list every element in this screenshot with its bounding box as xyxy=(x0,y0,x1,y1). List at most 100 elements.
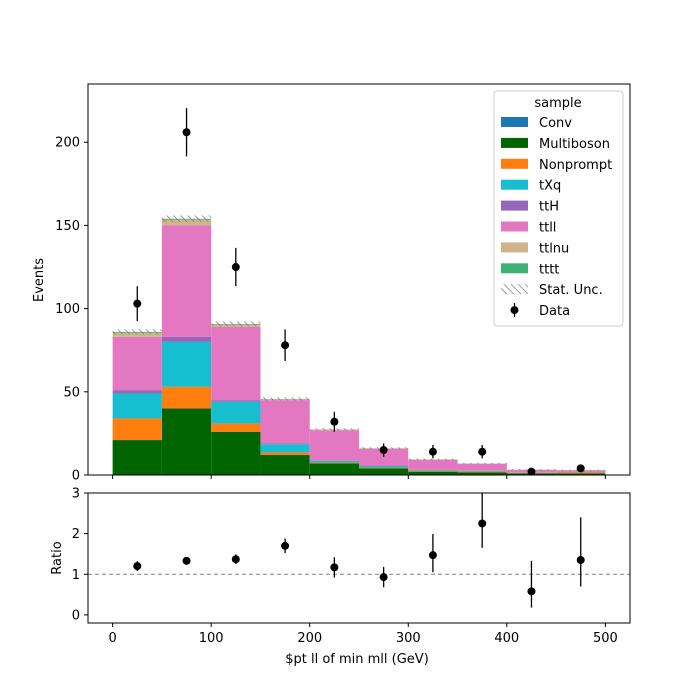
ratio-point-5 xyxy=(379,573,388,582)
bar-nonprompt-bin-9 xyxy=(556,472,606,474)
bar-ttll-bin-5 xyxy=(359,448,409,466)
legend-swatch-ttll xyxy=(501,221,528,232)
bar-multiboson-bin-4 xyxy=(309,463,359,475)
data-point-5 xyxy=(379,446,388,455)
bar-tth-bin-2 xyxy=(211,400,261,402)
stat-unc-band-bin-0 xyxy=(112,329,162,335)
bar-multiboson-bin-7 xyxy=(457,472,507,475)
main-y-tick-label-200: 200 xyxy=(55,136,80,151)
bar-nonprompt-bin-7 xyxy=(457,471,507,473)
main-x-ticks xyxy=(112,475,606,479)
bar-txq-bin-1 xyxy=(161,341,212,387)
ratio-point-3 xyxy=(281,541,290,550)
stat-unc-band-bin-6 xyxy=(408,458,458,461)
bar-nonprompt-bin-6 xyxy=(408,470,458,472)
legend-entry-conv: Conv xyxy=(501,116,572,131)
legend-entry-tttt: tttt xyxy=(501,262,559,277)
ratio-x-tick-label-300: 300 xyxy=(396,631,421,646)
bar-tth-bin-0 xyxy=(112,390,162,394)
data-point-1 xyxy=(182,128,191,137)
x-axis-label: $pt ll of min mll (GeV) xyxy=(285,652,429,667)
legend-label-stat-unc: Stat. Unc. xyxy=(539,283,603,298)
main-y-tick-label-50: 50 xyxy=(63,385,80,400)
bar-nonprompt-bin-2 xyxy=(211,423,261,432)
data-point-0 xyxy=(133,299,142,308)
ratio-point-0 xyxy=(133,562,142,571)
main-y-tick-label-0: 0 xyxy=(72,469,80,484)
legend-label-txq: tXq xyxy=(539,179,561,194)
legend-swatch-ttlnu xyxy=(501,242,528,253)
legend-entry-txq: tXq xyxy=(501,179,561,194)
ratio-point-9 xyxy=(576,556,585,565)
data-point-4 xyxy=(330,417,339,426)
ratio-x-tick-label-500: 500 xyxy=(593,631,618,646)
bar-ttll-bin-6 xyxy=(408,459,458,470)
stack-bars xyxy=(112,218,606,475)
ratio-x-tick-label-200: 200 xyxy=(297,631,322,646)
ratio-y-tick-label-3: 3 xyxy=(72,487,80,502)
ratio-point-7 xyxy=(478,519,487,528)
legend-entry-nonprompt: Nonprompt xyxy=(501,158,612,173)
bar-ttll-bin-2 xyxy=(211,326,261,401)
bar-nonprompt-bin-1 xyxy=(161,386,212,409)
ratio-y-tick-label-1: 1 xyxy=(72,568,80,583)
main-y-label: Events xyxy=(32,258,47,302)
bar-txq-bin-6 xyxy=(408,470,458,471)
bar-ttll-bin-7 xyxy=(457,464,507,471)
legend-swatch-stat-unc xyxy=(501,284,528,295)
legend: sample Conv Multiboson Nonprompt tXq ttH ttll… xyxy=(493,90,624,327)
ratio-points xyxy=(133,493,585,608)
ratio-point-4 xyxy=(330,563,339,572)
data-points xyxy=(133,108,585,476)
bar-nonprompt-bin-3 xyxy=(260,452,310,456)
bar-txq-bin-5 xyxy=(359,465,409,468)
stat-unc-band-bin-2 xyxy=(211,321,261,327)
ratio-y-label: Ratio xyxy=(50,541,65,574)
legend-entry-stat-unc: Stat. Unc. xyxy=(501,283,603,298)
bar-txq-bin-0 xyxy=(112,393,162,419)
bar-ttll-bin-0 xyxy=(112,336,162,391)
ratio-point-8 xyxy=(527,587,536,596)
bar-tth-bin-3 xyxy=(260,443,310,445)
legend-entry-ttlnu: ttlnu xyxy=(501,241,569,256)
main-frame xyxy=(87,83,631,476)
bar-multiboson-bin-3 xyxy=(260,455,310,475)
ratio-x-tick-label-400: 400 xyxy=(494,631,519,646)
legend-label-ttll: ttll xyxy=(539,221,556,236)
legend-swatch-tttt xyxy=(501,263,528,274)
bar-nonprompt-bin-5 xyxy=(359,467,409,469)
data-point-7 xyxy=(478,447,487,456)
data-point-6 xyxy=(428,447,437,456)
ratio-point-6 xyxy=(428,551,437,560)
bar-nonprompt-bin-4 xyxy=(309,462,359,464)
legend-swatch-multiboson xyxy=(501,137,528,148)
main-y-tick-label-150: 150 xyxy=(55,219,80,234)
bar-ttll-bin-3 xyxy=(260,400,310,444)
bar-nonprompt-bin-0 xyxy=(112,418,162,441)
bar-txq-bin-2 xyxy=(211,401,261,424)
legend-entry-tth: ttH xyxy=(501,200,559,215)
bar-multiboson-bin-5 xyxy=(359,468,409,475)
ratio-y-ticks: 0 1 2 3 xyxy=(72,487,88,623)
legend-label-tth: ttH xyxy=(539,200,559,215)
legend-label-tttt: tttt xyxy=(539,262,559,277)
legend-label-nonprompt: Nonprompt xyxy=(539,158,612,173)
bar-tth-bin-1 xyxy=(161,336,212,342)
main-y-ticks: 0 50 100 150 200 xyxy=(55,136,88,484)
ratio-plot-area xyxy=(88,493,630,623)
legend-label-data: Data xyxy=(539,304,570,319)
legend-swatch-data xyxy=(510,306,519,315)
legend-entry-ttll: ttll xyxy=(501,221,556,236)
main-y-tick-label-100: 100 xyxy=(55,302,80,317)
legend-label-ttlnu: ttlnu xyxy=(539,241,569,256)
data-point-3 xyxy=(281,341,290,350)
stat-unc-band-bin-7 xyxy=(457,462,507,465)
bar-multiboson-bin-6 xyxy=(408,471,458,475)
legend-swatch-tth xyxy=(501,200,528,211)
bar-multiboson-bin-0 xyxy=(112,440,162,475)
legend-entry-data: Data xyxy=(510,303,570,319)
legend-label-conv: Conv xyxy=(539,116,572,131)
stat-unc-band-bin-3 xyxy=(260,397,310,401)
